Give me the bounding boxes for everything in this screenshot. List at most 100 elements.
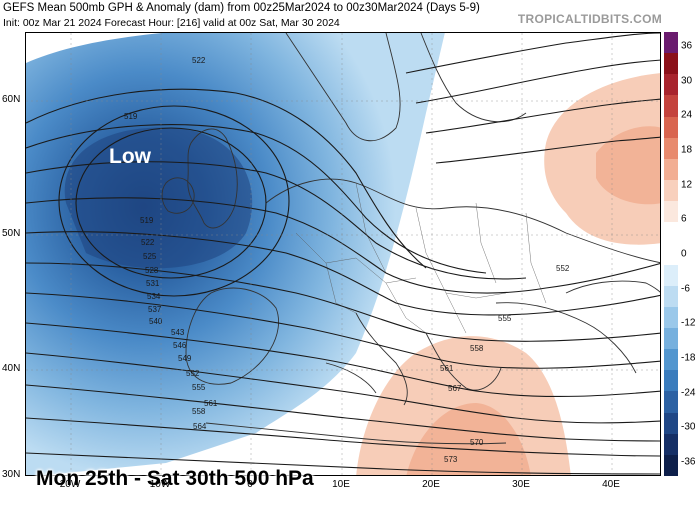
colorbar-tick-label: 12 xyxy=(681,179,693,191)
colorbar-tick-label: 18 xyxy=(681,144,693,156)
colorbar-tick-label: -18 xyxy=(681,352,696,364)
low-pressure-label: Low xyxy=(109,145,151,168)
colorbar-segment xyxy=(664,349,678,371)
colorbar-segment xyxy=(664,285,678,308)
colorbar-tick-label: -6 xyxy=(681,283,690,295)
colorbar-segment xyxy=(664,306,678,329)
contour-label: 567 xyxy=(448,384,462,393)
contour-label: 540 xyxy=(149,317,163,326)
lon-label: 30E xyxy=(512,479,530,490)
colorbar-segment xyxy=(664,433,678,456)
lat-label: 60N xyxy=(2,94,21,105)
gridlines xyxy=(26,33,660,475)
colorbar-tick-label: 36 xyxy=(681,40,693,52)
colorbar-segment xyxy=(664,180,678,202)
colorbar-segment xyxy=(664,201,678,223)
colorbar-tick-label: -36 xyxy=(681,456,696,468)
contour-543 xyxy=(26,292,660,369)
lat-label: 40N xyxy=(2,363,21,374)
map-subtitle: Init: 00z Mar 21 2024 Forecast Hour: [21… xyxy=(3,17,340,29)
contour-561-north xyxy=(435,136,660,164)
colorbar-segment xyxy=(664,32,678,54)
lon-label: 10E xyxy=(332,479,350,490)
contour-531 xyxy=(26,161,527,280)
contour-525 xyxy=(26,88,427,269)
colorbar-segment xyxy=(664,53,678,75)
lon-label: 0 xyxy=(247,479,253,490)
contour-522 xyxy=(58,105,290,297)
contour-558-south xyxy=(26,452,660,475)
contour-552-south xyxy=(26,384,660,442)
contour-label: 564 xyxy=(193,422,207,431)
colorbar-tick-label: 24 xyxy=(681,109,693,121)
colorbar-segment xyxy=(664,158,678,181)
contour-label: 525 xyxy=(143,252,157,261)
contour-552-north xyxy=(405,33,660,74)
contour-label: 552 xyxy=(186,369,200,378)
contour-label: 531 xyxy=(146,279,160,288)
colorbar-segment xyxy=(664,243,678,266)
contour-534 xyxy=(26,197,660,294)
contour-label: 555 xyxy=(498,314,512,323)
colorbar-tick-label: 6 xyxy=(681,213,687,225)
colorbar-segment xyxy=(664,116,678,139)
anomaly-colorbar xyxy=(664,32,678,477)
contour-label: 519 xyxy=(124,112,138,121)
contour-label: 561 xyxy=(204,399,218,408)
contour-label: 558 xyxy=(470,344,484,353)
height-contours xyxy=(26,33,660,475)
map-title: GEFS Mean 500mb GPH & Anomaly (dam) from… xyxy=(3,2,480,14)
contour-label: 546 xyxy=(173,341,187,350)
colorbar-segment xyxy=(664,412,678,435)
map-panel: 522 519 519 522 525 528 531 534 537 540 … xyxy=(25,32,661,476)
lat-label: 50N xyxy=(2,228,21,239)
colorbar-segment xyxy=(664,454,678,477)
contour-label: 558 xyxy=(192,407,206,416)
contour-label: 555 xyxy=(192,383,206,392)
contour-528 xyxy=(26,124,487,274)
contour-555-south xyxy=(26,417,660,457)
colorbar-segment xyxy=(664,222,678,244)
contour-label: 549 xyxy=(178,354,192,363)
contour-558-north xyxy=(425,98,660,134)
contour-555-north xyxy=(415,59,660,104)
lat-label: 30N xyxy=(2,469,21,480)
lon-label: 20E xyxy=(422,479,440,490)
contour-label: 543 xyxy=(171,328,185,337)
colorbar-segment xyxy=(664,391,678,414)
contour-label: 570 xyxy=(470,438,484,447)
contour-540 xyxy=(26,262,660,342)
contour-label: 522 xyxy=(141,238,155,247)
contour-546 xyxy=(26,322,660,398)
coastlines xyxy=(161,33,660,445)
lon-label: 40E xyxy=(602,479,620,490)
contour-519 xyxy=(75,127,267,279)
colorbar-segment xyxy=(664,74,678,96)
colorbar-segment xyxy=(664,137,678,160)
lon-label: 10W xyxy=(149,479,171,490)
contour-label: 522 xyxy=(192,56,206,65)
colorbar-tick-label: -30 xyxy=(681,421,696,433)
colorbar-segment xyxy=(664,95,678,118)
contour-label: 528 xyxy=(145,266,159,275)
period-caption: Mon 25th - Sat 30th 500 hPa xyxy=(36,467,314,490)
contour-537 xyxy=(26,231,660,316)
contour-label: 534 xyxy=(147,292,161,301)
contour-label: 519 xyxy=(140,216,154,225)
colorbar-segment xyxy=(664,264,678,287)
contour-label: 552 xyxy=(556,264,570,273)
contour-label: 573 xyxy=(444,455,458,464)
contour-label: 561 xyxy=(440,364,454,373)
contour-value-labels: 522 519 519 522 525 528 531 534 537 540 … xyxy=(124,56,570,464)
colorbar-segment xyxy=(664,370,678,392)
colorbar-segment xyxy=(664,328,678,350)
contour-549 xyxy=(26,352,660,424)
contour-label: 537 xyxy=(148,305,162,314)
positive-anomaly-south-core xyxy=(406,403,531,475)
colorbar-tick-label: -12 xyxy=(681,317,696,329)
colorbar-tick-label: 0 xyxy=(681,248,687,260)
colorbar-tick-label: -24 xyxy=(681,387,696,399)
brand-watermark: TROPICALTIDBITS.COM xyxy=(517,12,662,26)
lon-label: 20W xyxy=(59,479,81,490)
colorbar-tick-label: 30 xyxy=(681,75,693,87)
